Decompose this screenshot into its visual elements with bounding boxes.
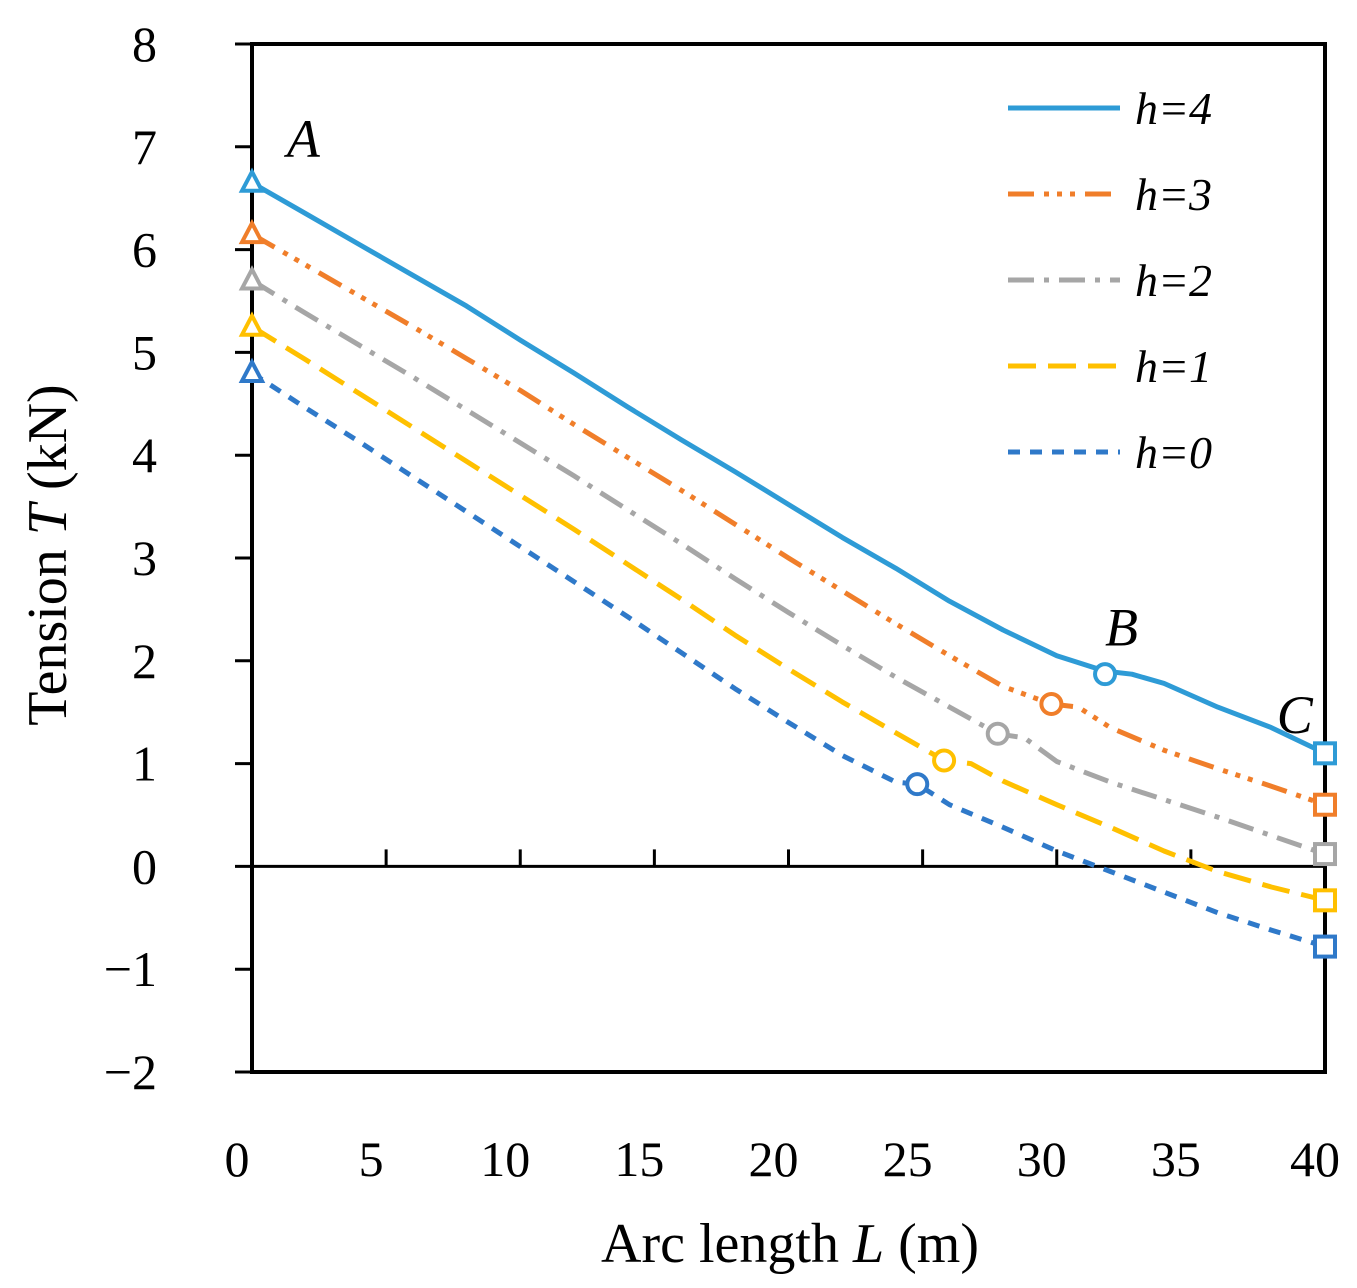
x-tick-label: 40 (1290, 1131, 1340, 1187)
legend-label-h=4: h=4 (1135, 83, 1212, 134)
x-axis-title: Arc length L (m) (601, 1213, 979, 1275)
y-tick-label: 7 (132, 119, 157, 175)
series-line-h=4 (250, 180, 1327, 756)
marker-triangle (238, 265, 266, 291)
y-axis-title: Tension T (kN) (17, 384, 79, 725)
x-tick-label: 35 (1151, 1131, 1201, 1187)
marker-square (1313, 888, 1337, 913)
point-label-C: C (1277, 685, 1314, 745)
marker-square (1313, 741, 1337, 766)
legend-label-h=0: h=0 (1135, 427, 1212, 478)
marker-square (1313, 842, 1337, 867)
y-tick-label: 8 (132, 16, 157, 72)
marker-triangle (238, 218, 266, 245)
x-tick-label: 20 (749, 1131, 799, 1187)
series-line-h=2 (250, 278, 1326, 857)
x-tick-label: 15 (614, 1131, 664, 1187)
legend-label-h=1: h=1 (1135, 341, 1212, 392)
marker-layer (238, 167, 1337, 959)
marker-circle (932, 748, 957, 773)
y-tick-label: 6 (132, 222, 157, 278)
marker-triangle (238, 311, 266, 337)
y-tick-label: −1 (104, 941, 157, 997)
marker-circle (1039, 691, 1064, 716)
marker-circle (1093, 662, 1118, 687)
marker-square (1313, 792, 1337, 817)
x-tick-label: 10 (480, 1131, 530, 1187)
legend-label-h=3: h=3 (1135, 169, 1212, 220)
y-tick-label: 4 (132, 427, 157, 483)
point-label-B: B (1105, 597, 1138, 657)
y-tick-label: 0 (132, 838, 157, 894)
y-tick-label: 5 (132, 324, 157, 380)
x-tick-label: 0 (225, 1131, 250, 1187)
x-tick-label: 30 (1017, 1131, 1067, 1187)
y-tick-label: −2 (104, 1044, 157, 1100)
marker-triangle (238, 167, 266, 193)
y-tick-label: 3 (132, 530, 157, 586)
legend: h=4 h=3 h=2 h=1 h=0 (1008, 83, 1212, 478)
x-tick-label: 5 (359, 1131, 384, 1187)
series-layer (250, 180, 1327, 949)
point-label-A: A (284, 109, 321, 169)
marker-circle (905, 772, 930, 797)
series-line-h=0 (250, 370, 1326, 949)
marker-circle (985, 721, 1010, 746)
series-line-h=3 (250, 232, 1326, 808)
marker-triangle (238, 357, 266, 383)
x-tick-label: 25 (883, 1131, 933, 1187)
y-tick-label: 2 (132, 633, 157, 689)
axes-layer: −2 −1 0 1 2 3 4 5 6 7 8 0 5 10 15 20 25 30 35 40 Arc length … (17, 16, 1340, 1275)
legend-label-h=2: h=2 (1135, 255, 1212, 306)
marker-square (1313, 934, 1337, 959)
y-tick-label: 1 (132, 736, 157, 792)
series-line-h=1 (250, 324, 1326, 903)
label-layer: A B C (284, 109, 1314, 745)
